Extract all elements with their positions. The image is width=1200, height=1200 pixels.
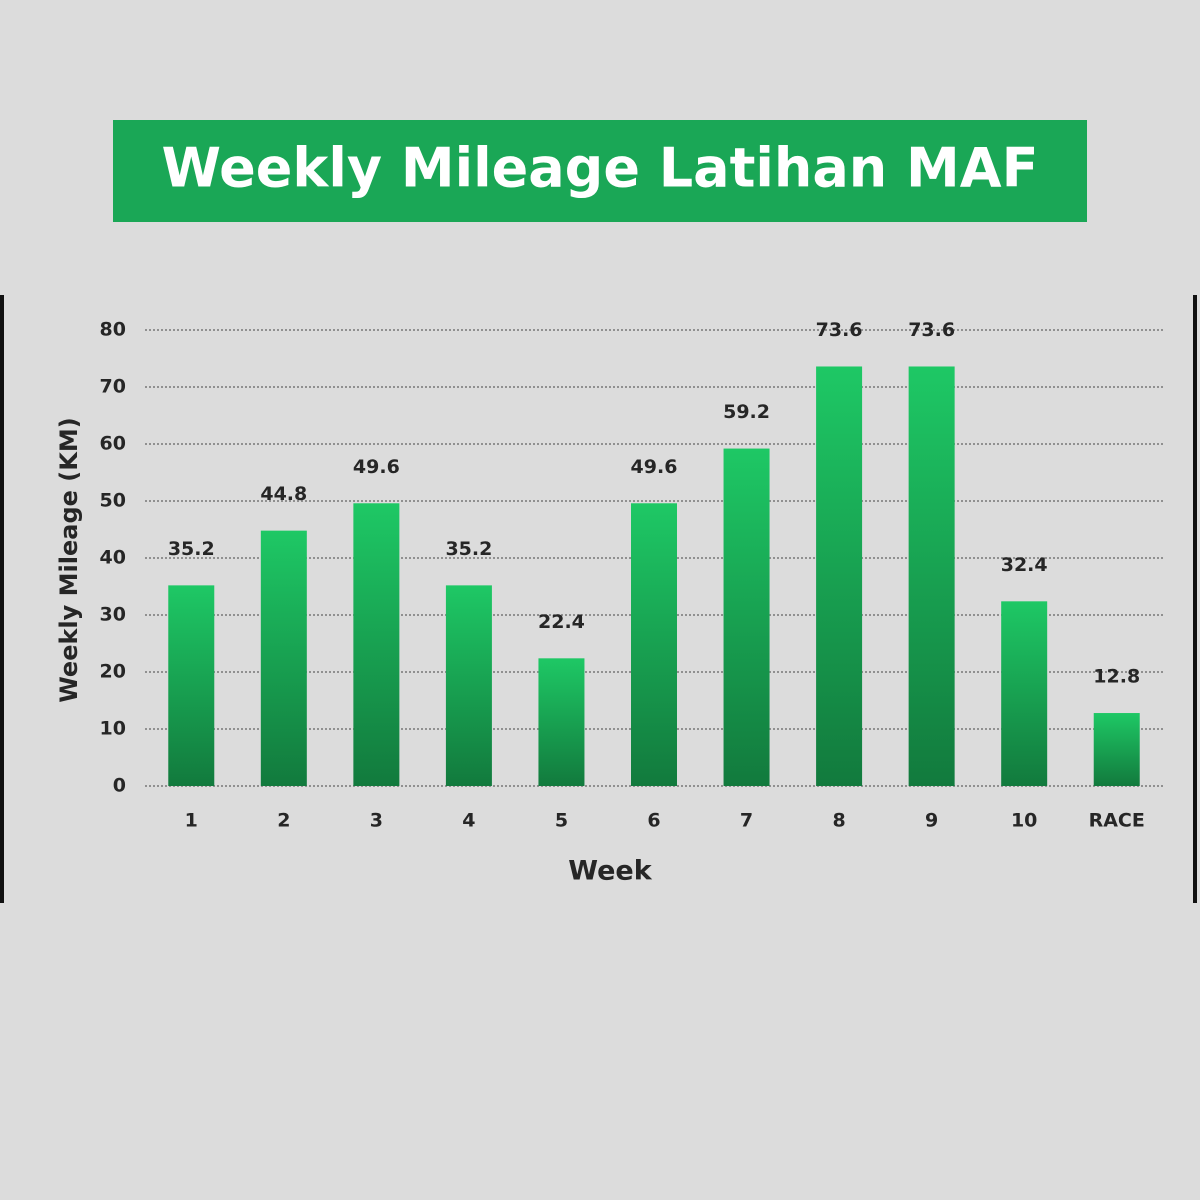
- bar: [1001, 601, 1048, 786]
- x-tick-label: 6: [647, 810, 660, 832]
- data-label: 73.6: [908, 319, 955, 341]
- bar: [816, 366, 863, 786]
- frame-edge: [1193, 295, 1197, 903]
- data-label: 49.6: [631, 456, 678, 478]
- frame-edge: [0, 295, 4, 903]
- data-label: 12.8: [1093, 666, 1140, 688]
- bar: [168, 585, 215, 786]
- x-tick-label: RACE: [1089, 810, 1145, 832]
- x-tick-label: 10: [1011, 810, 1037, 832]
- x-tick-label: 5: [555, 810, 568, 832]
- y-tick-label: 40: [100, 547, 126, 569]
- y-axis-label: Weekly Mileage (KM): [55, 417, 83, 702]
- bar: [631, 503, 677, 786]
- y-tick-label: 0: [113, 775, 126, 797]
- x-tick-label: 1: [185, 810, 198, 832]
- data-label: 59.2: [723, 401, 770, 423]
- x-tick-label: 4: [462, 810, 475, 832]
- x-axis-label: Week: [568, 856, 652, 887]
- bar: [1093, 713, 1140, 786]
- data-label: 35.2: [445, 538, 492, 560]
- data-label: 22.4: [538, 611, 585, 633]
- bar: [723, 448, 770, 786]
- x-tick-label: 2: [277, 810, 290, 832]
- title-box: [113, 120, 1087, 222]
- bar: [908, 366, 955, 786]
- y-tick-label: 70: [100, 376, 126, 398]
- y-tick-label: 10: [100, 718, 126, 740]
- y-tick-label: 80: [100, 319, 126, 341]
- data-label: 44.8: [260, 483, 307, 505]
- x-tick-label: 7: [740, 810, 753, 832]
- chart-title: Weekly Mileage Latihan MAF: [162, 137, 1039, 200]
- x-tick-label: 3: [370, 810, 383, 832]
- data-label: 73.6: [816, 319, 863, 341]
- x-tick-label: 8: [832, 810, 845, 832]
- bar: [260, 530, 307, 786]
- bar: [353, 503, 400, 786]
- x-tick-label: 9: [925, 810, 938, 832]
- y-tick-label: 20: [100, 661, 126, 683]
- bar: [538, 658, 585, 786]
- y-tick-label: 60: [100, 433, 126, 455]
- data-label: 49.6: [353, 456, 400, 478]
- y-tick-label: 30: [100, 604, 126, 626]
- bar: [445, 585, 492, 786]
- y-tick-label: 50: [100, 490, 126, 512]
- data-label: 35.2: [168, 538, 215, 560]
- data-label: 32.4: [1001, 554, 1048, 576]
